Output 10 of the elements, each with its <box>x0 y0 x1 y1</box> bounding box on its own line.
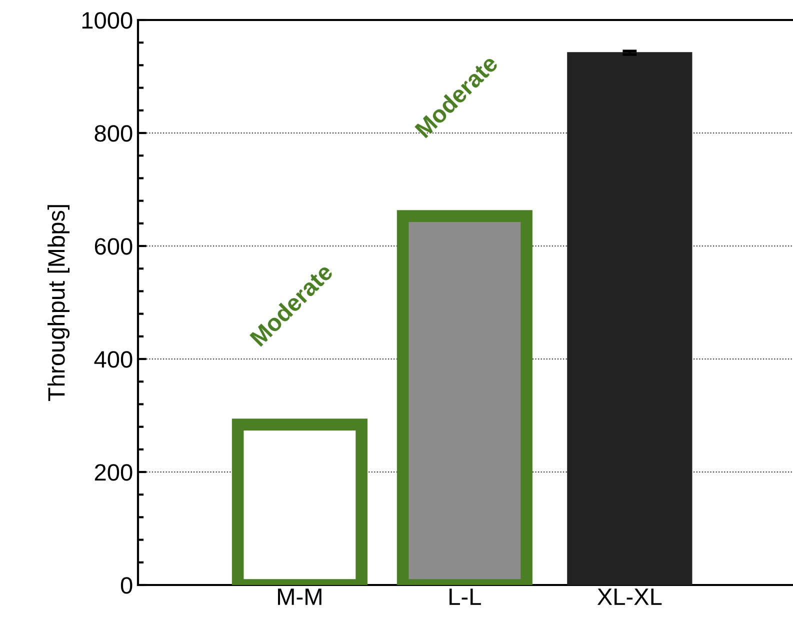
x-tick-label: M-M <box>278 588 322 605</box>
y-tick-label: 1000 <box>82 12 132 29</box>
y-tick-label: 0 <box>120 577 132 594</box>
x-tick-label: XL-XL <box>597 588 662 605</box>
x-tick-label: L-L <box>450 588 481 605</box>
y-tick-label: 200 <box>94 464 132 481</box>
y-tick-label: 400 <box>94 351 132 368</box>
y-tick-label: 800 <box>94 125 132 142</box>
y-axis-title: Throughput [Mbps] <box>48 205 70 402</box>
y-tick-label: 600 <box>94 238 132 255</box>
